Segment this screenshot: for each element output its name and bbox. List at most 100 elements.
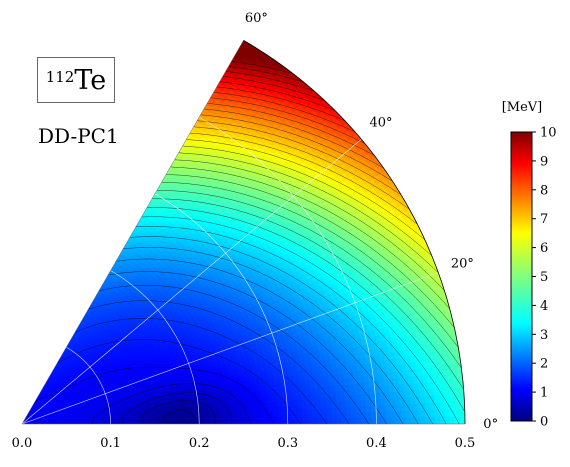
energy-cell (360, 405, 367, 413)
energy-cell (366, 411, 372, 419)
energy-cell (257, 406, 264, 412)
energy-cell (253, 419, 259, 425)
energy-cell (370, 398, 377, 407)
energy-cell (282, 419, 289, 425)
energy-cell (334, 390, 342, 397)
energy-cell (364, 393, 371, 401)
energy-cell (315, 392, 322, 399)
energy-cell (276, 400, 283, 407)
energy-cell (252, 415, 259, 421)
energy-cell (384, 391, 391, 399)
energy-cell (262, 419, 269, 425)
energy-cell (305, 388, 312, 395)
energy-cell (312, 418, 318, 425)
energy-cell (282, 414, 289, 420)
energy-cell (344, 389, 351, 397)
energy-cell (326, 402, 332, 409)
energy-cell (248, 419, 254, 425)
energy-cell (184, 417, 190, 422)
energy-cell (310, 397, 317, 405)
energy-cell (297, 413, 303, 420)
energy-cell (331, 418, 338, 425)
energy-cell (325, 396, 332, 404)
energy-cell (326, 407, 333, 414)
energy-cell (425, 416, 431, 425)
energy-cell (262, 410, 269, 416)
energy-cell (193, 420, 200, 425)
energy-cell (267, 414, 274, 421)
energy-cell (301, 398, 308, 405)
energy-cell (395, 403, 402, 412)
energy-cell (395, 417, 402, 425)
energy-cell (383, 385, 391, 393)
energy-cell (374, 392, 381, 400)
energy-cell (277, 414, 284, 420)
energy-cell (420, 416, 426, 425)
energy-cell (365, 405, 372, 413)
energy-cell (326, 418, 333, 425)
energy-cell (336, 418, 343, 425)
energy-cell (404, 389, 411, 398)
energy-cell (330, 390, 337, 398)
energy-cell (389, 397, 396, 405)
energy-cell (361, 411, 367, 419)
energy-cell (301, 408, 308, 415)
energy-cell (360, 399, 367, 407)
energy-cell (428, 387, 435, 396)
energy-cell (346, 406, 352, 413)
energy-cell (208, 420, 215, 425)
energy-cell (281, 405, 288, 411)
energy-cell (267, 419, 274, 425)
energy-cell (350, 394, 357, 402)
energy-cell (339, 389, 346, 397)
energy-cell (238, 419, 244, 425)
energy-cell (336, 412, 343, 419)
energy-cell (400, 410, 407, 418)
energy-cell (356, 417, 362, 425)
energy-cell (223, 416, 230, 421)
energy-cell (295, 389, 302, 396)
energy-cell (296, 404, 303, 410)
energy-cell (232, 408, 239, 414)
energy-cell (369, 392, 376, 400)
energy-cell (228, 420, 234, 425)
energy-cell (287, 418, 294, 425)
energy-cell (223, 412, 229, 418)
energy-cell (380, 398, 387, 406)
energy-cell (316, 407, 323, 415)
energy-cell (405, 416, 412, 425)
energy-cell (351, 412, 357, 419)
energy-cell (335, 401, 342, 408)
energy-cell (321, 407, 328, 414)
energy-cell (243, 415, 249, 421)
energy-cell (203, 417, 210, 422)
energy-cell (369, 386, 376, 394)
energy-cell (203, 420, 210, 425)
energy-cell (370, 411, 377, 419)
energy-cell (233, 412, 239, 417)
energy-cell (326, 412, 333, 419)
energy-cell (237, 408, 244, 413)
energy-cell (414, 395, 421, 404)
energy-cell (320, 391, 327, 399)
energy-cell (346, 417, 353, 425)
energy-cell (360, 393, 367, 401)
energy-cell (365, 399, 372, 407)
energy-cell (208, 416, 215, 422)
energy-cell (321, 402, 328, 409)
energy-cell (351, 406, 357, 413)
energy-cell (198, 417, 205, 422)
energy-cell (272, 414, 279, 420)
energy-cell (331, 412, 338, 419)
energy-cell (394, 390, 401, 399)
energy-cell (213, 416, 220, 421)
energy-cell (349, 388, 356, 396)
energy-cell (399, 390, 406, 398)
energy-cell (385, 397, 391, 406)
energy-cell (354, 388, 361, 396)
energy-cell (315, 397, 322, 404)
energy-cell (306, 408, 313, 415)
energy-cell (287, 409, 293, 416)
energy-cell (351, 417, 358, 425)
energy-cell (329, 385, 336, 392)
